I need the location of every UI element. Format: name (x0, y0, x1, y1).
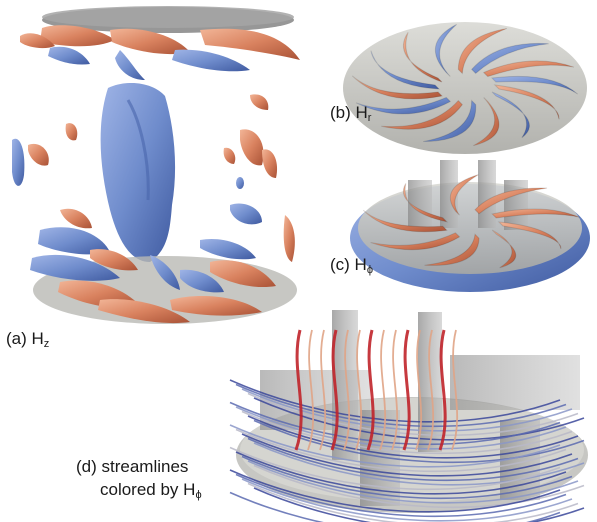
panel-c-blade (474, 187, 548, 215)
streamline (438, 329, 447, 451)
streamline (241, 478, 573, 522)
streamline (294, 329, 303, 451)
streamline (247, 482, 579, 522)
streamline (247, 437, 579, 482)
streamline (366, 329, 375, 451)
panel-b-blade (482, 60, 575, 78)
streamline (253, 487, 585, 522)
streamline (402, 329, 411, 451)
streamline (241, 410, 573, 455)
panel-c-blade (497, 221, 562, 249)
streamline (253, 442, 585, 486)
panel-c-blade (370, 232, 461, 251)
streamline (391, 329, 399, 451)
panel-a-caption: (a) Hz (6, 329, 50, 350)
streamline (229, 379, 561, 423)
panel-b-blade (457, 27, 508, 75)
panel-c-blade (491, 229, 517, 269)
streamline (253, 397, 585, 441)
panel-d-caption-line1: (d) streamlines (76, 457, 189, 476)
streamline (330, 329, 339, 451)
panel-d-caption-line2: colored by Hϕ (100, 480, 202, 501)
streamline (229, 401, 561, 446)
panel-c-blade (491, 208, 580, 219)
panel-b-blade (355, 96, 452, 115)
streamline (229, 446, 561, 491)
streamline (343, 329, 351, 451)
panel-b-caption: (b) Hr (330, 103, 372, 124)
panel-d-render (229, 310, 588, 522)
panel-b-blade (351, 75, 443, 100)
panel-b-render (343, 22, 587, 154)
panel-b-blade (491, 91, 530, 139)
streamline (415, 329, 423, 451)
streamline (253, 419, 585, 464)
streamline (229, 469, 561, 513)
streamline (241, 433, 573, 477)
streamline (235, 428, 567, 473)
panel-c-blade (449, 174, 479, 216)
streamline (247, 392, 579, 437)
panel-a-render (12, 6, 300, 324)
panel-b-blade (434, 23, 457, 77)
panel-b-blade (381, 99, 463, 130)
streamline (229, 491, 561, 522)
panel-b-blade (493, 84, 560, 120)
panel-b-blade (403, 32, 443, 83)
panel-c-render (350, 160, 590, 292)
panel-b-blade (490, 75, 579, 95)
panel-b-blade (473, 97, 500, 147)
streamline (379, 329, 387, 451)
streamline (235, 383, 567, 428)
panel-b-blade (423, 99, 477, 143)
panel-c-blade (362, 209, 448, 233)
streamline (253, 464, 585, 509)
streamline (241, 455, 573, 500)
streamline (247, 415, 579, 459)
streamline (319, 329, 327, 451)
panel-b-blade (470, 42, 549, 75)
streamline (451, 329, 459, 451)
streamline (247, 460, 579, 504)
streamline (427, 329, 435, 451)
streamline (229, 424, 561, 468)
panel-c-blade (424, 233, 480, 266)
streamline (307, 329, 315, 451)
panel-b-blade (370, 50, 441, 90)
streamline (241, 388, 573, 432)
panel-c-blade (402, 183, 449, 223)
streamline (235, 473, 567, 518)
panel-c-caption: (c) Hϕ (330, 255, 373, 276)
streamline (355, 329, 363, 451)
streamline (235, 451, 567, 495)
